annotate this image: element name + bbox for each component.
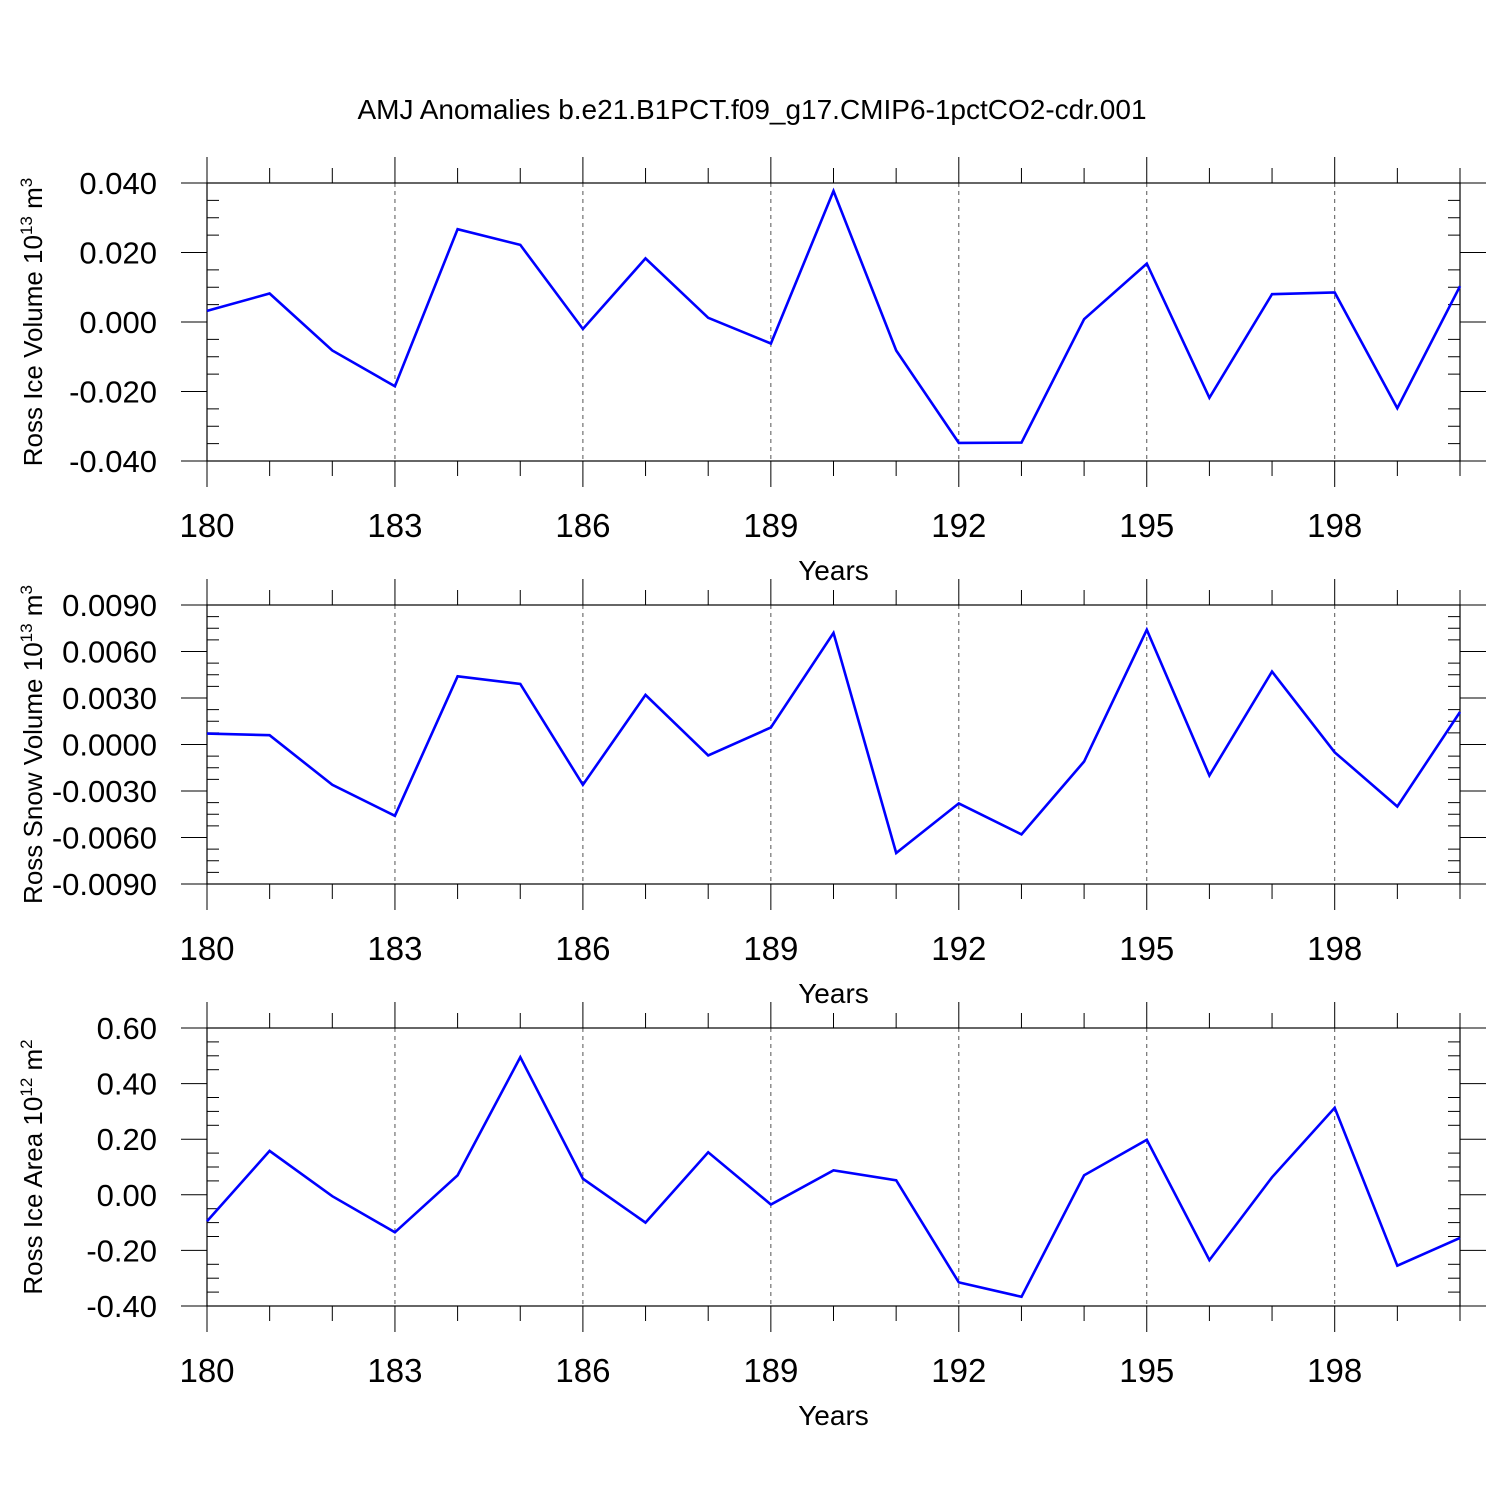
x-tick-label: 186 — [555, 507, 610, 544]
x-axis-label: Years — [798, 978, 869, 1009]
x-axis-label: Years — [798, 1400, 869, 1431]
y-tick-label: 0.040 — [79, 166, 157, 201]
y-tick-label: -0.20 — [86, 1233, 157, 1268]
y-tick-label: 0.000 — [79, 305, 157, 340]
x-tick-label: 183 — [367, 930, 422, 967]
x-tick-label: 189 — [743, 1352, 798, 1389]
x-tick-label: 195 — [1119, 930, 1174, 967]
y-tick-label: -0.040 — [69, 444, 157, 479]
y-axis-label: Ross Snow Volume 1013 m3 — [17, 585, 48, 904]
y-tick-label: -0.020 — [69, 375, 157, 410]
y-tick-label: 0.00 — [97, 1178, 157, 1213]
x-tick-label: 192 — [931, 507, 986, 544]
series-line — [206, 1054, 1461, 1299]
x-tick-label: 183 — [367, 507, 422, 544]
x-tick-label: 198 — [1307, 1352, 1362, 1389]
y-tick-label: 0.0090 — [62, 588, 157, 623]
y-tick-label: 0.0000 — [62, 728, 157, 763]
y-tick-label: -0.0090 — [52, 867, 157, 902]
x-tick-label: 186 — [555, 930, 610, 967]
chart-panel-1: -0.040 -0.020 0.000 0.020 0.040 180 183 186 189 1… — [17, 157, 1486, 586]
x-tick-label: 195 — [1119, 1352, 1174, 1389]
series-line — [206, 626, 1462, 856]
y-tick-label: 0.20 — [97, 1122, 157, 1157]
figure-title: AMJ Anomalies b.e21.B1PCT.f09_g17.CMIP6-… — [357, 94, 1146, 125]
x-tick-label: 192 — [931, 930, 986, 967]
x-tick-label: 189 — [743, 930, 798, 967]
x-tick-label: 180 — [179, 1352, 234, 1389]
plot-frame — [206, 604, 1461, 885]
plot-frame — [206, 182, 1461, 462]
y-axis-label: Ross Ice Area 1012 m2 — [17, 1039, 48, 1294]
chart-panel-2: -0.0090 -0.0060 -0.0030 0.0000 0.0030 0.0060 0… — [17, 579, 1486, 1009]
x-tick-label: 186 — [555, 1352, 610, 1389]
y-tick-label: 0.60 — [97, 1011, 157, 1046]
y-tick-label: 0.0030 — [62, 681, 157, 716]
x-tick-label: 183 — [367, 1352, 422, 1389]
x-tick-label: 189 — [743, 507, 798, 544]
y-tick-label: 0.0060 — [62, 635, 157, 670]
x-tick-label: 180 — [179, 930, 234, 967]
y-tick-label: -0.0060 — [52, 821, 157, 856]
plot-frame — [206, 1027, 1461, 1307]
x-axis-label: Years — [798, 555, 869, 586]
y-tick-label: 0.020 — [79, 236, 157, 271]
y-tick-label: 0.40 — [97, 1067, 157, 1102]
x-tick-label: 198 — [1307, 507, 1362, 544]
panels: -0.040 -0.020 0.000 0.020 0.040 180 183 186 189 1… — [17, 157, 1486, 1431]
y-tick-label: -0.40 — [86, 1289, 157, 1324]
y-axis-label: Ross Ice Volume 1013 m3 — [17, 178, 48, 467]
y-tick-label: -0.0030 — [52, 774, 157, 809]
x-tick-label: 198 — [1307, 930, 1362, 967]
x-tick-label: 180 — [179, 507, 234, 544]
chart-panel-3: -0.40 -0.20 0.00 0.20 0.40 0.60 180 183 186 189 19… — [17, 1002, 1486, 1431]
x-tick-label: 192 — [931, 1352, 986, 1389]
series-line — [206, 187, 1462, 445]
x-tick-label: 195 — [1119, 507, 1174, 544]
